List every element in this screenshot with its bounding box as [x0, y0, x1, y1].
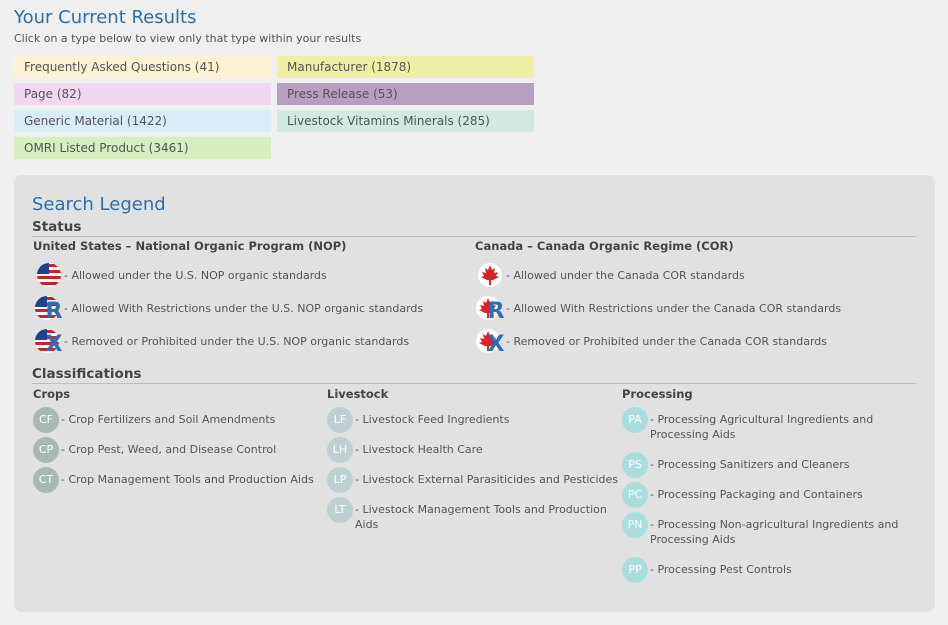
type-filter-press-release[interactable]: Press Release (53)	[277, 83, 534, 105]
class-label: - Processing Sanitizers and Cleaners	[650, 458, 850, 471]
class-label: - Livestock Feed Ingredients	[355, 413, 510, 426]
status-label: - Removed or Prohibited under the Canada…	[506, 334, 828, 348]
class-label: - Crop Management Tools and Production A…	[61, 473, 314, 486]
search-legend: Search Legend Status United States – Nat…	[14, 175, 935, 612]
type-filter-faq[interactable]: Frequently Asked Questions (41)	[14, 56, 271, 78]
type-filter-livestock-vitamins[interactable]: Livestock Vitamins Minerals (285)	[277, 110, 534, 132]
classifications-heading: Classifications	[32, 366, 916, 384]
class-crop-cf: CF - Crop Fertilizers and Soil Amendment…	[33, 407, 318, 433]
class-processing-pc: PC - Processing Packaging and Containers	[622, 482, 918, 508]
results-title: Your Current Results	[14, 7, 197, 28]
type-filter-generic-material[interactable]: Generic Material (1422)	[14, 110, 271, 132]
class-label: - Processing Non-agricultural Ingredient…	[650, 518, 899, 546]
canada-cor-heading: Canada – Canada Organic Regime (COR)	[475, 239, 734, 253]
class-processing-pp: PP - Processing Pest Controls	[622, 557, 918, 583]
crops-heading: Crops	[33, 387, 71, 401]
us-nop-heading: United States – National Organic Program…	[33, 239, 347, 253]
class-label: - Crop Pest, Weed, and Disease Control	[61, 443, 277, 456]
us-status-prohibited: X - Removed or Prohibited under the U.S.…	[34, 328, 409, 354]
class-processing-ps: PS - Processing Sanitizers and Cleaners	[622, 452, 918, 478]
us-flag-restricted-icon: R	[35, 296, 63, 321]
processing-heading: Processing	[622, 387, 693, 401]
livestock-code-badge: LH	[327, 437, 353, 463]
svg-text:X: X	[488, 332, 505, 354]
livestock-code-badge: LF	[327, 407, 353, 433]
processing-code-badge: PA	[622, 407, 648, 433]
canada-status-restricted: R - Allowed With Restrictions under the …	[476, 295, 841, 321]
status-label: - Allowed With Restrictions under the U.…	[64, 301, 424, 315]
us-status-allowed: - Allowed under the U.S. NOP organic sta…	[34, 262, 327, 288]
class-label: - Processing Agricultural Ingredients an…	[650, 413, 874, 441]
svg-text:X: X	[46, 332, 63, 354]
class-crop-cp: CP - Crop Pest, Weed, and Disease Contro…	[33, 437, 318, 463]
us-flag-allowed-icon	[37, 263, 61, 287]
type-filter-omri-listed-product[interactable]: OMRI Listed Product (3461)	[14, 137, 271, 159]
class-label: - Livestock Health Care	[355, 443, 483, 456]
livestock-code-badge: LP	[327, 467, 353, 493]
crop-code-badge: CF	[33, 407, 59, 433]
results-subtitle: Click on a type below to view only that …	[14, 32, 362, 45]
canada-flag-prohibited-icon: X	[476, 329, 505, 354]
status-label: - Allowed With Restrictions under the Ca…	[506, 301, 842, 315]
status-label: - Allowed under the Canada COR standards	[506, 268, 745, 282]
class-processing-pn: PN - Processing Non-agricultural Ingredi…	[622, 512, 918, 547]
processing-code-badge: PS	[622, 452, 648, 478]
type-filter-manufacturer[interactable]: Manufacturer (1878)	[277, 56, 534, 78]
canada-status-allowed: - Allowed under the Canada COR standards	[476, 262, 745, 288]
class-livestock-lp: LP - Livestock External Parasiticides an…	[327, 467, 622, 493]
class-label: - Processing Packaging and Containers	[650, 488, 863, 501]
processing-code-badge: PC	[622, 482, 648, 508]
status-heading: Status	[32, 219, 916, 237]
class-crop-ct: CT - Crop Management Tools and Productio…	[33, 467, 318, 493]
class-livestock-lh: LH - Livestock Health Care	[327, 437, 622, 463]
livestock-heading: Livestock	[327, 387, 389, 401]
type-filter-page[interactable]: Page (82)	[14, 83, 271, 105]
us-flag-prohibited-icon: X	[35, 329, 63, 354]
class-livestock-lt: LT - Livestock Management Tools and Prod…	[327, 497, 622, 532]
class-processing-pa: PA - Processing Agricultural Ingredients…	[622, 407, 918, 442]
us-status-restricted: R - Allowed With Restrictions under the …	[34, 295, 423, 321]
svg-text:R: R	[488, 299, 505, 321]
status-label: - Allowed under the U.S. NOP organic sta…	[64, 268, 327, 282]
canada-flag-allowed-icon	[478, 263, 502, 287]
crop-code-badge: CP	[33, 437, 59, 463]
crop-code-badge: CT	[33, 467, 59, 493]
status-label: - Removed or Prohibited under the U.S. N…	[64, 334, 410, 348]
canada-status-prohibited: X - Removed or Prohibited under the Cana…	[476, 328, 827, 354]
processing-code-badge: PP	[622, 557, 648, 583]
class-livestock-lf: LF - Livestock Feed Ingredients	[327, 407, 622, 433]
class-label: - Livestock Management Tools and Product…	[355, 503, 607, 531]
processing-code-badge: PN	[622, 512, 648, 538]
svg-text:R: R	[46, 299, 63, 321]
canada-flag-restricted-icon: R	[476, 296, 505, 321]
livestock-code-badge: LT	[327, 497, 353, 523]
class-label: - Crop Fertilizers and Soil Amendments	[61, 413, 276, 426]
class-label: - Processing Pest Controls	[650, 563, 792, 576]
legend-title: Search Legend	[32, 194, 166, 215]
class-label: - Livestock External Parasiticides and P…	[355, 473, 619, 486]
